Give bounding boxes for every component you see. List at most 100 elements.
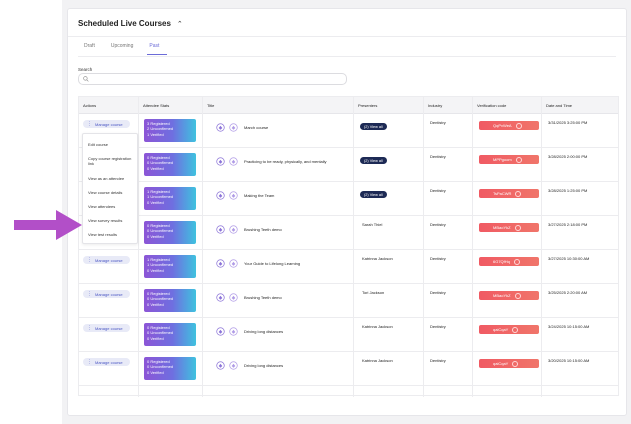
chevron-up-icon[interactable]: ⌃ [176, 20, 183, 28]
menu-item-view-attendees[interactable]: View attendees [88, 204, 116, 209]
menu-item-edit-course[interactable]: Edit course [88, 142, 109, 147]
course-type-icon [216, 225, 225, 234]
date-time-value: 3/20/2025 10:15:00 AM [548, 358, 590, 363]
tab-bar: Draft Upcoming Past [82, 43, 173, 55]
panel-title: Scheduled Live Courses [78, 19, 171, 28]
course-title: Driving long distances [244, 363, 284, 368]
course-type-icon [216, 157, 225, 166]
verification-code-badge[interactable]: MBaoYkZ [479, 223, 539, 232]
unconfirmed-count: 1 Unconfirmed [147, 262, 174, 268]
table-row: ⋮ Manage course 0 Registered 0 Unconfirmed 0… [79, 352, 618, 386]
column-header-presenters: Presenters [358, 103, 378, 108]
course-title-cell: Driving long distances [216, 327, 283, 336]
manage-course-label: Manage course [95, 257, 123, 263]
column-header-title: Title [207, 103, 215, 108]
verification-code: MPPgoom [493, 157, 512, 162]
table-row: ⋮ Manage course 3 Registered 2 Unconfirmed 1… [79, 114, 618, 148]
verification-code-badge[interactable]: qaiCqaY [479, 325, 539, 334]
search-input[interactable] [78, 73, 347, 85]
verification-code-badge[interactable]: MPPgoom [479, 155, 539, 164]
manage-course-button[interactable]: ⋮ Manage course [83, 358, 130, 366]
panel-header: Scheduled Live Courses ⌃ [78, 19, 183, 28]
column-divider [353, 97, 354, 397]
manage-course-button[interactable]: ⋮ Manage course [83, 290, 130, 298]
copy-icon[interactable] [515, 122, 522, 129]
tab-draft[interactable]: Draft [84, 43, 95, 49]
menu-item-copy-registration-link[interactable]: Copy course registration link [88, 156, 132, 166]
table-row: 0 Registered 0 Unconfirmed 0 Verified Brush… [79, 216, 618, 250]
presenter-name: Katrinna Jackson [362, 324, 393, 329]
course-title-cell: March course [216, 123, 268, 132]
course-actions-menu: Edit course Copy course registration lin… [82, 133, 138, 244]
column-divider [138, 97, 139, 397]
course-title: Practicing to be ready, physically, and … [244, 159, 327, 164]
unconfirmed-count: 0 Unconfirmed [147, 330, 174, 336]
date-time-value: 3/28/2025 1:25:00 PM [548, 188, 588, 193]
verification-code: qaiCqaY [493, 327, 509, 332]
menu-item-view-course-details[interactable]: View course details [88, 190, 123, 195]
course-status-icon [229, 293, 238, 302]
table-row: ⋮ Manage course 0 Registered 0 Unconfirmed 0… [79, 318, 618, 352]
course-status-icon [229, 327, 238, 336]
course-status-icon [229, 191, 238, 200]
course-type-icon [216, 361, 225, 370]
menu-item-view-test-results[interactable]: View test results [88, 232, 118, 237]
unconfirmed-count: 0 Unconfirmed [147, 364, 174, 370]
column-header-date-time: Date and Time [546, 103, 573, 108]
tab-past[interactable]: Past [147, 43, 168, 55]
copy-icon[interactable] [515, 190, 522, 197]
course-status-icon [229, 157, 238, 166]
copy-icon[interactable] [513, 258, 520, 265]
manage-course-button[interactable]: ⋮ Manage course [83, 324, 130, 332]
course-status-icon [229, 123, 238, 132]
verification-code: QqPvWeA [493, 123, 512, 128]
view-all-presenters-button[interactable]: (2) View all [360, 123, 387, 130]
attendee-stats-badge: 0 Registered 0 Unconfirmed 0 Verified [144, 153, 196, 176]
unconfirmed-count: 0 Unconfirmed [147, 228, 174, 234]
attendee-stats-badge: 1 Registered 1 Unconfirmed 0 Verified [144, 187, 196, 210]
copy-icon[interactable] [514, 292, 521, 299]
copy-icon[interactable] [512, 360, 519, 367]
column-header-attendee-stats: Attendee Stats [143, 103, 170, 108]
verification-code-badge[interactable]: 6G7QfHq [479, 257, 539, 266]
menu-item-view-as-attendee[interactable]: View as an attendee [88, 176, 125, 181]
industry-value: Dentistry [430, 222, 446, 227]
menu-item-view-survey-results[interactable]: View survey results [88, 218, 123, 223]
copy-icon[interactable] [515, 156, 522, 163]
search-label: Search [78, 67, 93, 72]
copy-icon[interactable] [514, 224, 521, 231]
course-title-cell: Practicing to be ready, physically, and … [216, 157, 327, 166]
tab-upcoming[interactable]: Upcoming [110, 43, 134, 49]
verification-code-badge[interactable]: TsPaCWR [479, 189, 539, 198]
verification-code-badge[interactable]: QqPvWeA [479, 121, 539, 130]
verification-code-badge[interactable]: qaiCqaY [479, 359, 539, 368]
attendee-stats-badge: 3 Registered 2 Unconfirmed 1 Verified [144, 119, 196, 142]
verification-code: MBaoYkZ [493, 293, 511, 298]
verification-code-badge[interactable]: MBaoYkZ [479, 291, 539, 300]
manage-course-button[interactable]: ⋮ Manage course [83, 256, 130, 264]
verified-count: 0 Verified [147, 199, 164, 205]
column-header-actions: Actions [83, 103, 97, 108]
verification-code: 6G7QfHq [493, 259, 510, 264]
manage-course-label: Manage course [95, 291, 123, 297]
manage-course-label: Manage course [95, 325, 123, 331]
industry-value: Dentistry [430, 256, 446, 261]
table-row: ⋮ Manage course 0 Registered 0 Unconfirmed 0… [79, 284, 618, 318]
course-title-cell: Brushing Teeth demo [216, 225, 282, 234]
view-all-presenters-button[interactable]: (2) View all [360, 157, 387, 164]
registered-count: 0 Registered [147, 291, 170, 296]
date-time-value: 3/27/2025 2:18:00 PM [548, 222, 588, 227]
verified-count: 0 Verified [147, 335, 164, 341]
attendee-stats-badge: 1 Registered 1 Unconfirmed 0 Verified [144, 255, 196, 278]
more-vertical-icon: ⋮ [87, 290, 92, 297]
industry-value: Dentistry [430, 358, 446, 363]
course-title: Your Guide to Lifelong Learning [244, 261, 301, 266]
registered-count: 1 Registered [147, 189, 170, 194]
presenter-name: Tori Jackson [362, 290, 385, 295]
view-all-presenters-button[interactable]: (2) View all [360, 191, 387, 198]
table-row: 1 Registered 1 Unconfirmed 0 Verified Makin… [79, 182, 618, 216]
copy-icon[interactable] [512, 326, 519, 333]
manage-course-button[interactable]: ⋮ Manage course [83, 120, 130, 128]
unconfirmed-count: 2 Unconfirmed [147, 126, 174, 132]
scheduled-courses-panel: Scheduled Live Courses ⌃ Draft Upcoming … [67, 8, 627, 416]
